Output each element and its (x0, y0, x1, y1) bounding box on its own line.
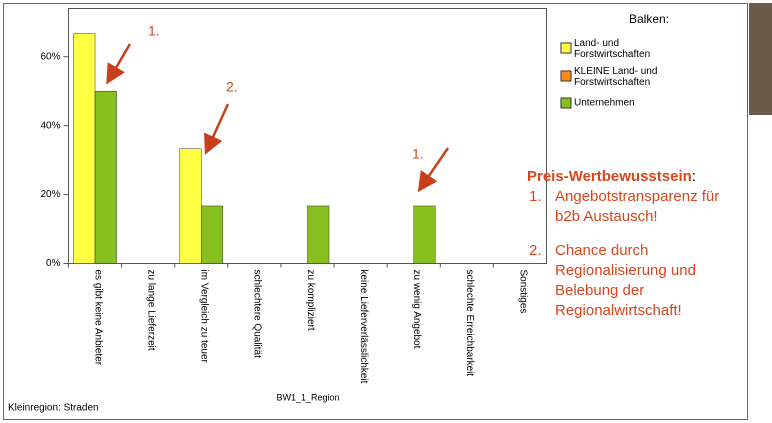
callout-heading: Preis-Wertbewusstsein: (527, 167, 757, 187)
photo (749, 3, 772, 115)
list-item: 2. Chance durch Regionalisierung und Bele… (527, 241, 757, 321)
legend-label: KLEINE Land- und Forstwirtschaften (574, 66, 657, 88)
heading: Preis-Wertbewusstsein (527, 168, 692, 185)
number: 1. (529, 188, 542, 205)
footnote: Kleinregion: Straden (8, 403, 99, 414)
list-item: 1. Angebotstransparenz für b2b Austausch! (527, 187, 757, 227)
callout: Preis-Wertbewusstsein: 1. Angebotstranspa… (527, 167, 757, 321)
x-tick-label: im Vergleich zu teuer (199, 270, 210, 364)
bar (179, 148, 202, 264)
arrow (417, 147, 450, 193)
y-tick-label: 20% (40, 189, 60, 200)
legend-title: Balken: (629, 12, 669, 26)
arrow (204, 103, 230, 155)
y-tick-label: 40% (40, 120, 60, 131)
x-tick-label: schlechte Erreichbarkeit (464, 270, 475, 377)
x-tick-label: keine Lieferverlässlichkeit (358, 270, 369, 384)
text: Angebotstransparenz für b2b Austausch! (555, 188, 720, 225)
bar (73, 33, 96, 264)
legend-swatch (560, 97, 572, 109)
annotation: 2. (226, 79, 238, 95)
x-tick-label: es gibt keine Anbieter (92, 270, 103, 366)
text: Chance durch Regionalisierung und Belebu… (555, 242, 696, 319)
x-tick-label: zu lange Lieferzeit (146, 270, 157, 351)
y-tick-label: 0% (46, 258, 61, 269)
y-tick-label: 60% (40, 51, 60, 62)
x-tick-label: zu wenig Angebot (411, 270, 422, 349)
annotation: 1. (412, 146, 424, 162)
annotation: 1. (148, 23, 160, 39)
legend-label: Land- und Forstwirtschaften (574, 38, 650, 60)
x-axis-label: BW1_1_Region (276, 392, 339, 402)
bar (201, 205, 224, 264)
bar (307, 205, 330, 264)
colon: : (691, 168, 696, 185)
legend-label: Unternehmen (574, 98, 635, 109)
x-tick-label: schlechtere Qualität (252, 270, 263, 359)
number: 2. (529, 242, 542, 259)
arrow (106, 43, 132, 85)
legend-swatch (560, 70, 572, 82)
bar (94, 90, 117, 264)
x-tick-label: zu kompliziert (305, 270, 316, 331)
legend-swatch (560, 42, 572, 54)
x-tick-label: Sonstiges (517, 270, 528, 314)
chart-frame (3, 3, 748, 420)
bar (413, 205, 436, 264)
